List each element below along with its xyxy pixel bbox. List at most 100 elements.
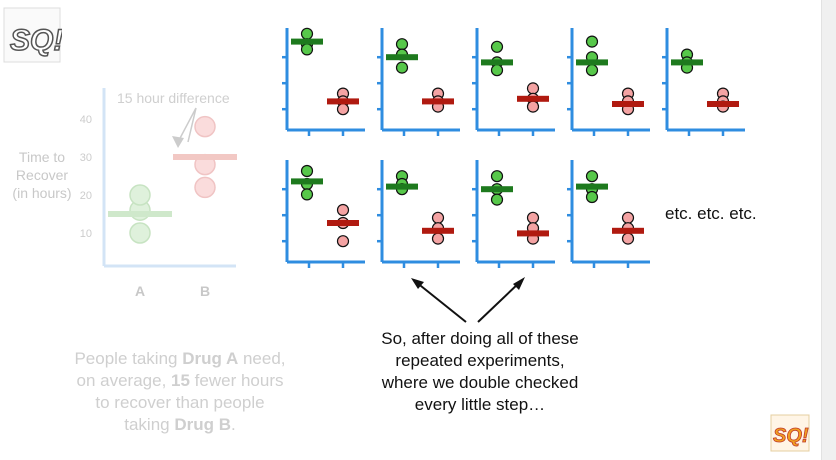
drug-a-point bbox=[129, 222, 151, 244]
statquest-logo: SQ! bbox=[2, 6, 64, 64]
drug-b-point bbox=[336, 103, 350, 116]
drug-b-mean-bar bbox=[173, 154, 237, 160]
drug-a-mean-bar bbox=[481, 59, 513, 66]
drug-b-mean-bar bbox=[327, 220, 359, 226]
main-caption-line-3: where we double checked bbox=[381, 373, 579, 392]
drug-b-point bbox=[431, 211, 445, 224]
y-label-line-1: Time to bbox=[19, 149, 65, 165]
faded-caption-line-3: to recover than people bbox=[95, 393, 265, 412]
y-label-line-2: Recover bbox=[16, 167, 68, 183]
drug-b-mean-bar bbox=[612, 227, 644, 234]
drug-b-mean-bar bbox=[517, 95, 549, 102]
faded-caption-line-1: People taking Drug A need, bbox=[30, 348, 330, 370]
experiment-chart bbox=[472, 160, 555, 268]
caption-text: taking bbox=[124, 415, 175, 434]
main-caption-line-2: repeated experiments, bbox=[395, 351, 565, 370]
caption-text: need, bbox=[238, 349, 286, 368]
drug-a-point bbox=[300, 164, 314, 178]
drug-a-point bbox=[585, 190, 599, 204]
small-experiment-charts bbox=[282, 27, 745, 268]
drug-b-point bbox=[194, 115, 216, 138]
drug-a-point bbox=[585, 64, 599, 77]
caption-bold-fifteen: 15 bbox=[171, 371, 190, 390]
caption-text: on average, bbox=[76, 371, 172, 390]
drug-b-mean-bar bbox=[707, 101, 739, 107]
experiment-chart bbox=[282, 160, 365, 268]
drug-b-point bbox=[194, 176, 216, 199]
drug-b-mean-bar bbox=[422, 227, 454, 234]
arrow-right-line bbox=[477, 281, 521, 323]
main-caption-line-1: So, after doing all of these bbox=[381, 329, 579, 348]
experiment-chart bbox=[282, 27, 365, 136]
x-tick-a: A bbox=[135, 283, 145, 299]
drug-b-point bbox=[336, 235, 350, 248]
drug-b-point bbox=[431, 232, 445, 245]
faded-caption-line-4: taking Drug B. bbox=[30, 414, 330, 436]
pointer-arrows bbox=[411, 277, 525, 323]
drug-a-mean-bar bbox=[291, 178, 323, 185]
drug-a-point bbox=[395, 61, 409, 74]
drug-b-point bbox=[526, 100, 540, 113]
drug-a-point bbox=[490, 170, 504, 183]
experiment-chart bbox=[377, 28, 460, 136]
drug-a-mean-bar bbox=[481, 186, 513, 193]
drug-a-point bbox=[300, 188, 314, 201]
drug-a-mean-bar bbox=[671, 59, 703, 66]
drug-a-mean-bar bbox=[386, 54, 418, 61]
y-tick-10: 10 bbox=[80, 228, 92, 240]
drug-b-point bbox=[621, 232, 635, 245]
drug-a-point bbox=[129, 184, 151, 206]
main-caption: So, after doing all of these repeated ex… bbox=[320, 328, 640, 416]
etc-label: etc. etc. etc. bbox=[665, 204, 757, 223]
drug-b-point bbox=[526, 211, 540, 224]
caption-bold-drug-a: Drug A bbox=[182, 349, 239, 368]
drug-a-mean-bar bbox=[108, 211, 172, 217]
main-caption-line-4: every little step… bbox=[414, 395, 546, 414]
drug-a-point bbox=[490, 40, 504, 53]
drug-a-point bbox=[490, 193, 504, 206]
arrow-left-head bbox=[411, 278, 424, 289]
experiment-chart bbox=[662, 28, 745, 136]
drug-a-point bbox=[300, 43, 314, 56]
svg-text:SQ!: SQ! bbox=[773, 425, 809, 447]
faded-summary-caption: People taking Drug A need, on average, 1… bbox=[30, 348, 330, 436]
arrow-left-line bbox=[415, 281, 467, 323]
difference-arrow-lines bbox=[177, 107, 197, 143]
difference-arrow-head bbox=[172, 136, 184, 148]
caption-text: fewer hours bbox=[189, 371, 284, 390]
left-faded-chart: 15 hour difference Time to Recover (in h… bbox=[12, 88, 237, 299]
drug-a-mean-bar bbox=[386, 183, 418, 190]
scrollbar-track[interactable] bbox=[821, 0, 836, 460]
x-tick-b: B bbox=[200, 283, 210, 299]
drug-a-point bbox=[300, 27, 314, 40]
drug-b-point bbox=[526, 82, 540, 95]
drug-a-mean-bar bbox=[576, 183, 608, 190]
drug-b-point bbox=[336, 203, 350, 217]
experiment-chart bbox=[567, 160, 650, 268]
arrow-right-head bbox=[513, 277, 525, 290]
drug-a-mean-bar bbox=[291, 38, 323, 45]
drug-b-mean-bar bbox=[422, 98, 454, 105]
drug-b-mean-bar bbox=[327, 98, 359, 105]
drug-a-point bbox=[585, 35, 599, 48]
drug-a-mean-bar bbox=[576, 59, 608, 66]
drug-a-point bbox=[395, 38, 409, 51]
caption-bold-drug-b: Drug B bbox=[174, 415, 232, 434]
experiment-chart bbox=[377, 160, 460, 268]
experiment-chart bbox=[472, 28, 555, 136]
y-tick-40: 40 bbox=[80, 114, 92, 126]
caption-text: People taking bbox=[74, 349, 183, 368]
drug-a-point bbox=[490, 64, 504, 77]
faded-caption-line-2: on average, 15 fewer hours bbox=[30, 370, 330, 392]
caption-text: . bbox=[231, 415, 236, 434]
y-tick-20: 20 bbox=[80, 190, 92, 202]
drug-a-point bbox=[585, 170, 599, 183]
drug-b-mean-bar bbox=[612, 101, 644, 107]
statquest-logo-small: SQ! bbox=[770, 414, 810, 452]
experiment-chart bbox=[567, 28, 650, 136]
drug-b-point bbox=[621, 211, 635, 224]
drug-b-mean-bar bbox=[517, 230, 549, 237]
svg-text:SQ!: SQ! bbox=[10, 24, 62, 57]
difference-annotation: 15 hour difference bbox=[117, 90, 230, 106]
